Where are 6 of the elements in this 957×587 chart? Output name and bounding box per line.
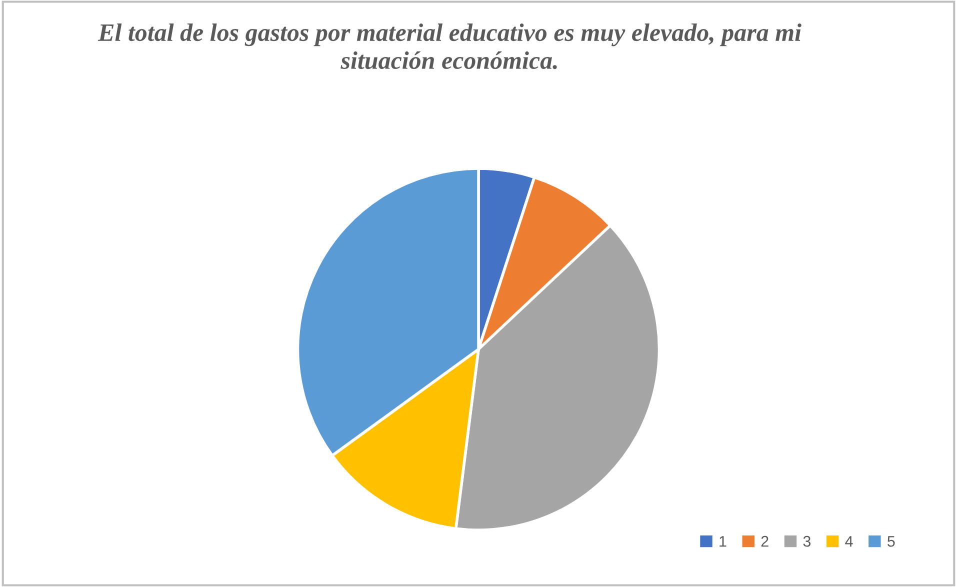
legend-label: 3	[803, 536, 811, 547]
legend-label: 1	[720, 536, 726, 547]
legend-label: 5	[888, 536, 895, 547]
legend-label: 4	[845, 536, 853, 547]
chart-title: El total de los gastos por material educativo es muy elevado, para mi situación económica.	[98, 23, 802, 70]
legend-label: 2	[761, 536, 768, 547]
